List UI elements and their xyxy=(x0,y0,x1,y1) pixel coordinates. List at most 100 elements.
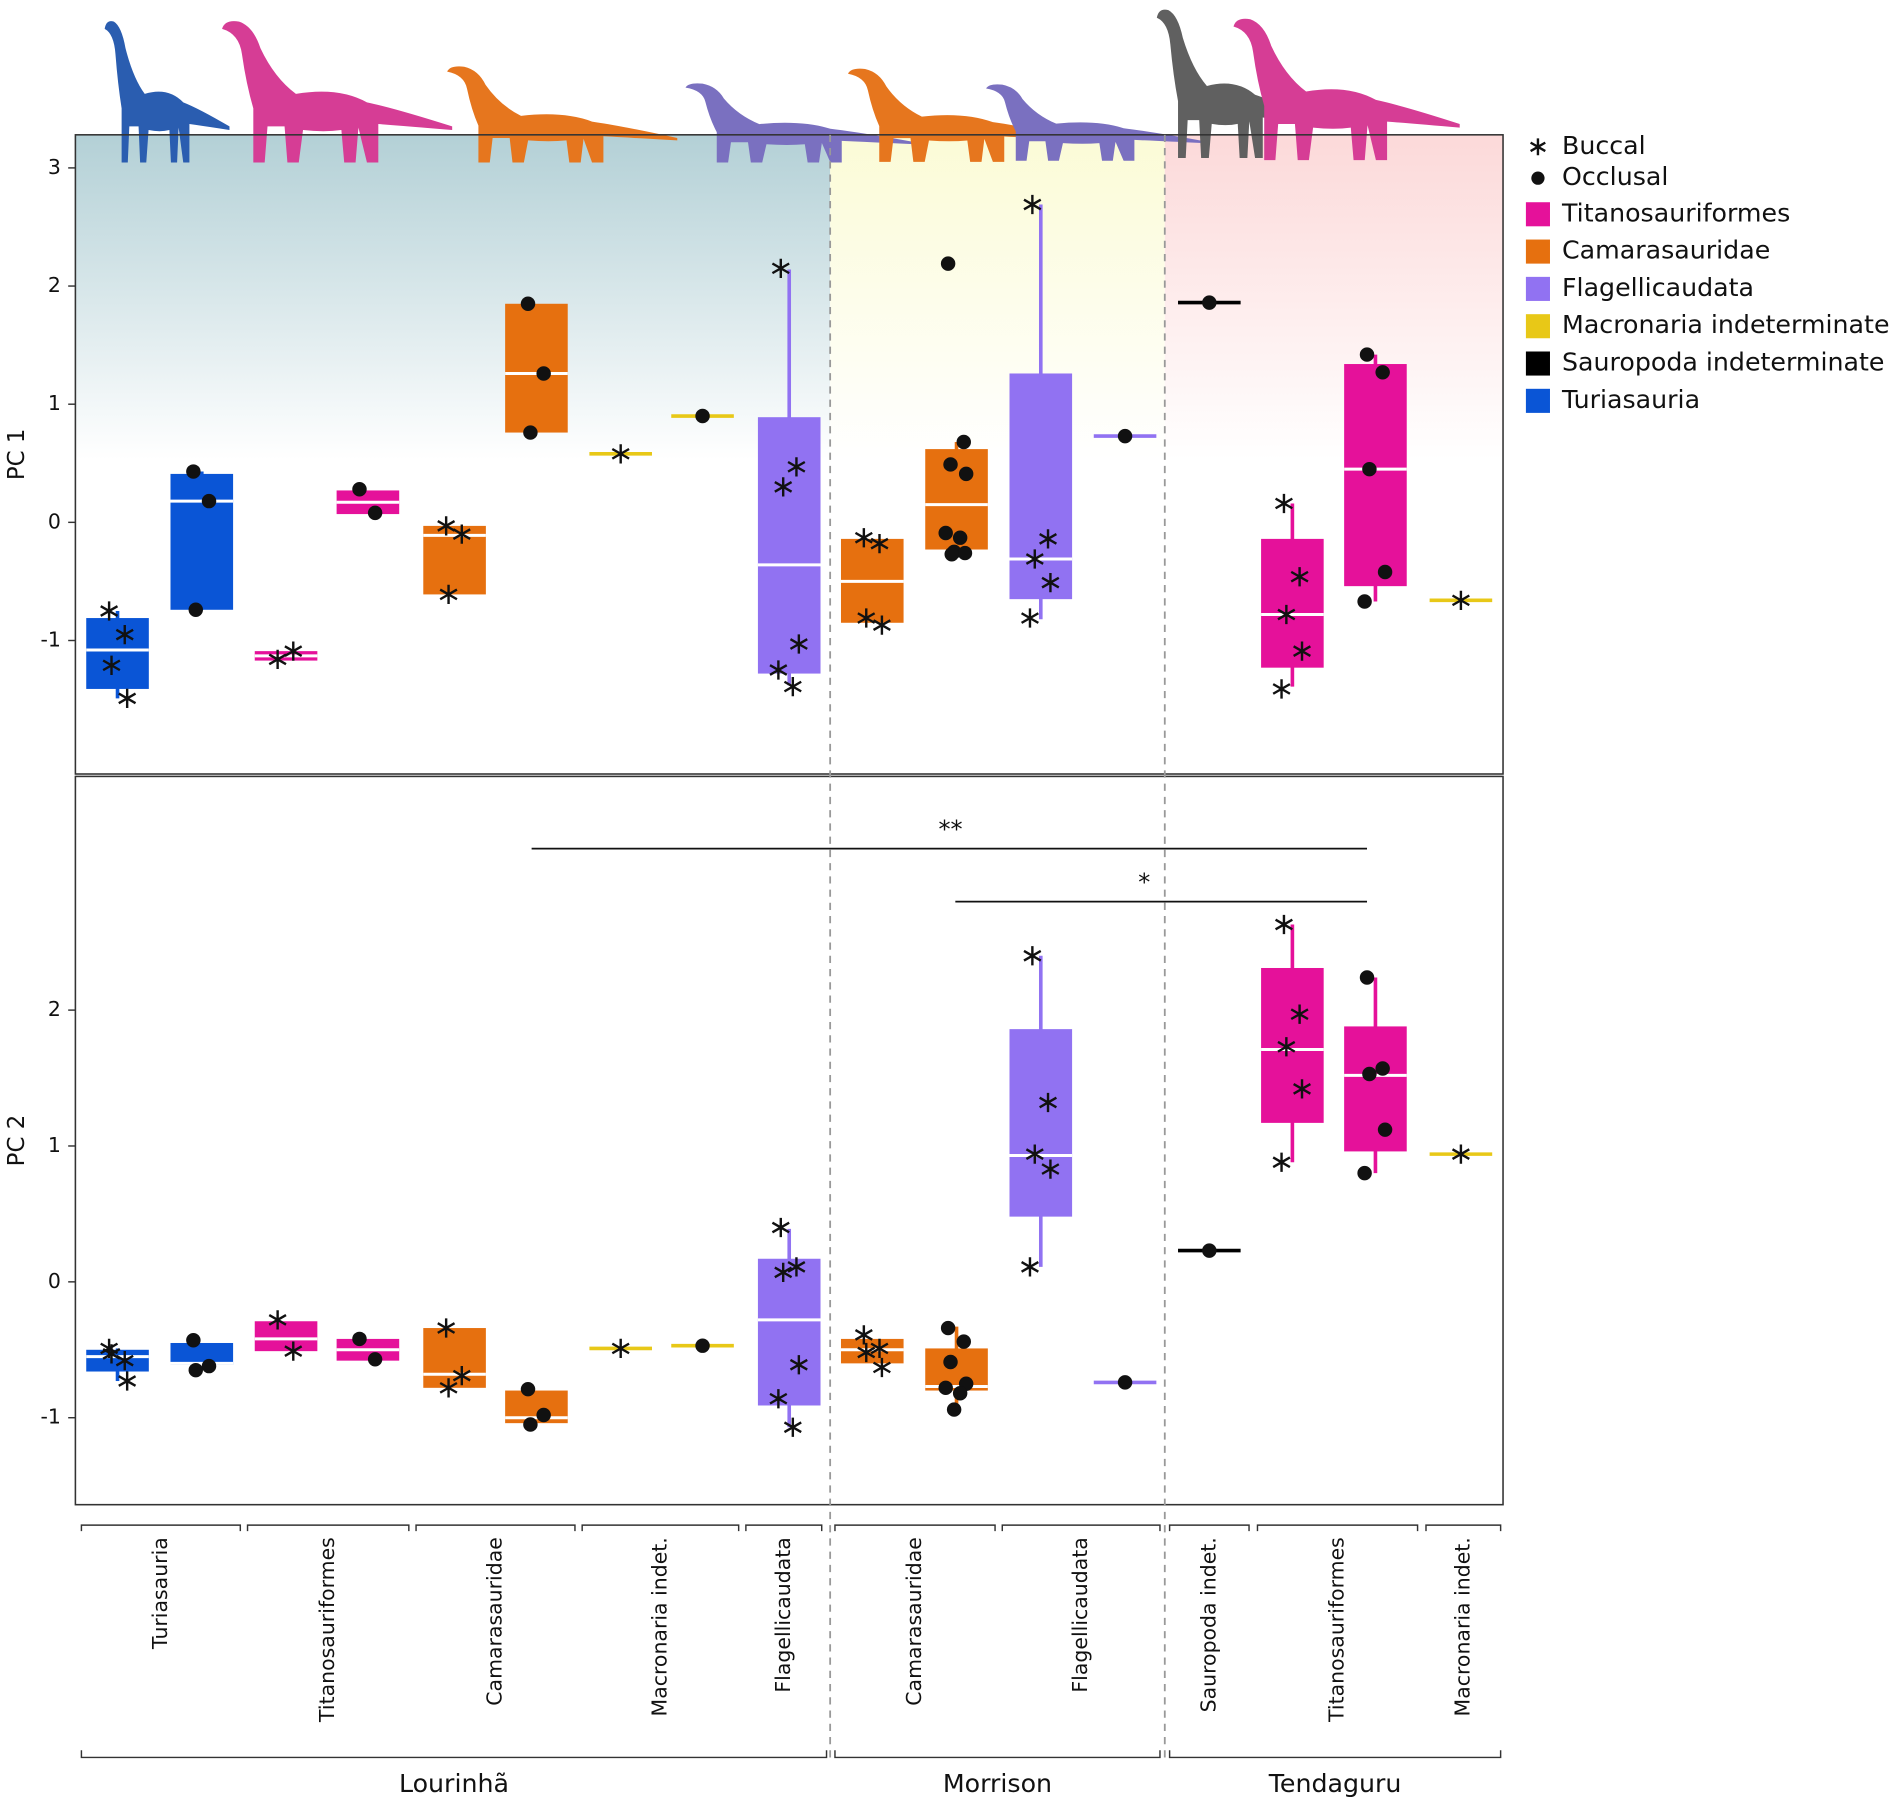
occlusal-point xyxy=(1359,347,1375,362)
box xyxy=(170,473,234,610)
site-label: Lourinhã xyxy=(399,1769,509,1798)
box xyxy=(86,618,149,689)
occlusal-point xyxy=(1377,1122,1393,1137)
occlusal-point xyxy=(1362,1066,1377,1082)
occlusal-point xyxy=(1362,461,1377,477)
occlusal-point xyxy=(952,1386,968,1401)
occlusal-point xyxy=(957,545,973,561)
occlusal-point xyxy=(1202,295,1217,310)
occlusal-point xyxy=(1117,1375,1133,1390)
occlusal-point xyxy=(938,525,953,541)
buccal-point xyxy=(118,688,137,709)
buccal-point xyxy=(102,1344,121,1364)
buccal-point xyxy=(118,1371,137,1391)
occlusal-point xyxy=(946,1402,962,1417)
buccal-point xyxy=(1272,679,1291,699)
occlusal-point xyxy=(956,434,971,450)
buccal-point xyxy=(284,1341,303,1361)
occlusal-point xyxy=(956,1334,971,1349)
buccal-point xyxy=(774,1262,793,1282)
buccal-point xyxy=(437,1318,456,1338)
site-label: Morrison xyxy=(943,1769,1052,1798)
site-bracket xyxy=(834,1750,1161,1759)
site-bracket xyxy=(1168,1750,1502,1759)
occlusal-point xyxy=(695,408,710,424)
buccal-point xyxy=(771,258,790,278)
occlusal-point xyxy=(1375,1061,1390,1076)
buccal-point xyxy=(268,1310,287,1330)
legend-swatch xyxy=(1525,239,1550,264)
box xyxy=(1009,373,1073,600)
clade-label: Camarasauridae xyxy=(902,1537,926,1706)
occlusal-point xyxy=(520,296,536,311)
clade-bracket xyxy=(581,1524,740,1532)
buccal-point xyxy=(789,634,808,654)
buccal-point xyxy=(870,1338,889,1359)
y-tick-label: 0 xyxy=(48,1269,61,1293)
buccal-point xyxy=(1020,608,1039,628)
buccal-point xyxy=(854,528,873,548)
occlusal-point xyxy=(940,256,956,271)
clade-bracket xyxy=(415,1524,576,1532)
occlusal-point xyxy=(958,466,974,482)
legend-label: Turiasauria xyxy=(1561,385,1700,414)
buccal-point xyxy=(439,584,458,605)
buccal-point xyxy=(1290,567,1309,587)
buccal-point xyxy=(1023,946,1042,966)
buccal-point xyxy=(1025,549,1044,569)
buccal-point xyxy=(771,1217,790,1238)
buccal-point xyxy=(1039,529,1057,549)
buccal-point xyxy=(115,624,134,645)
occlusal-point xyxy=(1377,564,1393,580)
occlusal-point xyxy=(940,1320,956,1336)
clade-bracket xyxy=(1256,1524,1419,1532)
buccal-point xyxy=(1293,1079,1311,1099)
buccal-point xyxy=(1290,1004,1309,1024)
box xyxy=(1344,1026,1407,1152)
clade-label: Sauropoda indet. xyxy=(1196,1537,1220,1712)
buccal-point xyxy=(268,649,287,670)
box xyxy=(1009,1029,1073,1217)
buccal-point xyxy=(1020,1257,1039,1277)
occlusal-point xyxy=(1375,365,1390,380)
legend-marker xyxy=(1530,138,1546,156)
box xyxy=(505,303,568,433)
buccal-point xyxy=(769,660,788,680)
buccal-point xyxy=(1274,493,1293,514)
legend-marker xyxy=(1531,171,1545,185)
box xyxy=(170,1342,234,1365)
clade-bracket xyxy=(1168,1524,1250,1532)
occlusal-point xyxy=(943,457,958,472)
buccal-point xyxy=(1293,641,1311,661)
y-axis-label: PC 2 xyxy=(4,1115,30,1167)
occlusal-point xyxy=(523,1417,538,1432)
occlusal-point xyxy=(188,1362,203,1378)
buccal-point xyxy=(100,601,119,621)
clade-label: Macronaria indet. xyxy=(1450,1537,1474,1716)
buccal-point xyxy=(872,1357,891,1378)
occlusal-point xyxy=(201,1358,217,1374)
y-tick-label: 1 xyxy=(48,391,61,415)
buccal-point xyxy=(789,1355,808,1375)
box xyxy=(925,1348,988,1391)
box xyxy=(423,1328,486,1388)
occlusal-point xyxy=(186,1333,201,1348)
occlusal-point xyxy=(523,425,538,440)
buccal-point xyxy=(1272,1152,1291,1172)
y-axis-label: PC 1 xyxy=(4,429,30,481)
occlusal-point xyxy=(367,1352,383,1367)
clade-bracket xyxy=(246,1524,410,1532)
legend-label: Flagellicaudata xyxy=(1562,273,1754,302)
occlusal-point xyxy=(938,1380,953,1396)
legend-label: Occlusal xyxy=(1562,162,1668,191)
buccal-point xyxy=(857,1342,876,1363)
clade-label: Flagellicaudata xyxy=(1068,1537,1092,1692)
occlusal-point xyxy=(201,493,217,509)
buccal-point xyxy=(611,444,630,464)
y-tick-label: -1 xyxy=(41,1405,61,1429)
buccal-point xyxy=(1277,1037,1296,1057)
backgrounds xyxy=(75,134,1504,460)
